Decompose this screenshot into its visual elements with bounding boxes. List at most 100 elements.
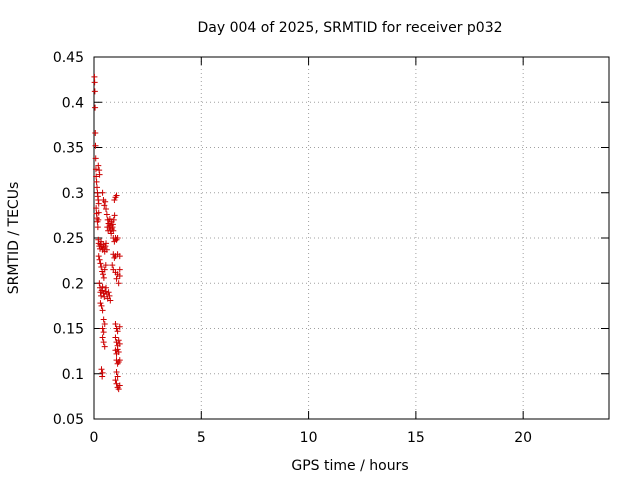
y-tick-label: 0.4 [62, 95, 84, 111]
y-tick-label: 0.45 [53, 50, 84, 66]
data-point [116, 323, 123, 330]
data-point [116, 266, 123, 273]
x-axis-label: GPS time / hours [291, 458, 408, 474]
data-point [113, 368, 120, 375]
data-point [92, 142, 99, 149]
data-point [96, 256, 103, 263]
data-point [104, 224, 111, 231]
data-point [103, 211, 110, 218]
data-point [98, 302, 105, 309]
data-point [101, 202, 108, 209]
data-point [116, 253, 123, 260]
data-point [93, 173, 100, 180]
data-point [93, 178, 100, 185]
data-point [99, 189, 106, 196]
axis-ticks [93, 56, 609, 420]
data-point [116, 357, 123, 364]
data-point [96, 171, 103, 178]
data-point [102, 243, 109, 250]
data-point [114, 328, 121, 335]
y-tick-label: 0.25 [53, 231, 84, 247]
data-point [113, 275, 120, 282]
data-point [115, 280, 122, 287]
data-point [98, 366, 105, 373]
data-point [109, 224, 116, 231]
x-tick-label: 20 [514, 430, 532, 446]
data-point [113, 325, 120, 332]
data-point [113, 380, 120, 387]
data-point [115, 337, 122, 344]
plot-frame [93, 56, 610, 420]
x-tick-labels: 0 5 10 15 20 [90, 430, 533, 446]
data-point [95, 209, 102, 216]
data-point [100, 274, 107, 281]
data-point [101, 293, 108, 300]
data-point [92, 130, 99, 137]
data-point [113, 192, 120, 199]
data-point [91, 73, 98, 80]
y-tick-label: 0.2 [62, 276, 84, 292]
data-point [114, 346, 121, 353]
grid-lines [94, 57, 609, 419]
data-point [92, 104, 99, 111]
x-tick-label: 0 [90, 430, 99, 446]
data-point [95, 253, 102, 260]
data-point [100, 316, 107, 323]
data-point [99, 307, 106, 314]
data-point [105, 227, 112, 234]
data-point [102, 262, 109, 269]
y-tick-labels: 0.05 0.1 0.15 0.2 0.25 0.3 0.35 0.4 0.45 [53, 50, 84, 428]
data-point [114, 373, 121, 380]
y-tick-label: 0.35 [53, 141, 84, 157]
data-points [91, 73, 123, 393]
data-point [100, 329, 107, 336]
data-point [115, 349, 122, 356]
data-point [107, 297, 114, 304]
data-point [95, 162, 102, 169]
data-point [112, 320, 119, 327]
data-point [102, 198, 109, 205]
data-point [116, 273, 123, 280]
data-point [105, 289, 112, 296]
data-point [112, 334, 119, 341]
data-point [92, 166, 99, 173]
data-point [100, 339, 107, 346]
data-point [92, 155, 99, 162]
data-point [99, 325, 106, 332]
data-point [101, 320, 108, 327]
data-point [94, 184, 101, 191]
data-point [106, 292, 113, 299]
data-point [99, 283, 106, 290]
x-tick-label: 15 [407, 430, 425, 446]
y-tick-label: 0.15 [53, 322, 84, 338]
data-point [114, 235, 121, 241]
chart-title: Day 004 of 2025, SRMTID for receiver p03… [197, 20, 502, 36]
data-point [101, 266, 108, 273]
data-point [97, 260, 104, 267]
data-point [95, 200, 102, 207]
data-point [103, 240, 110, 247]
data-point [110, 227, 117, 234]
data-point [103, 246, 110, 253]
data-point [91, 88, 98, 95]
data-point [111, 196, 118, 203]
data-point [109, 262, 116, 269]
y-axis-label: SRMTID / TECUs [6, 182, 22, 295]
data-point [111, 212, 118, 219]
data-point [112, 377, 119, 384]
data-point [103, 284, 110, 291]
data-point [99, 373, 106, 380]
data-point [93, 205, 100, 212]
data-point [94, 224, 101, 231]
data-point [98, 263, 105, 270]
data-point [116, 340, 123, 347]
data-point [108, 218, 115, 225]
data-point [97, 300, 104, 307]
data-point [96, 280, 103, 287]
x-tick-label: 10 [300, 430, 318, 446]
data-point [95, 216, 102, 223]
data-point [103, 206, 110, 213]
y-tick-label: 0.05 [53, 412, 84, 428]
data-point [99, 334, 106, 341]
